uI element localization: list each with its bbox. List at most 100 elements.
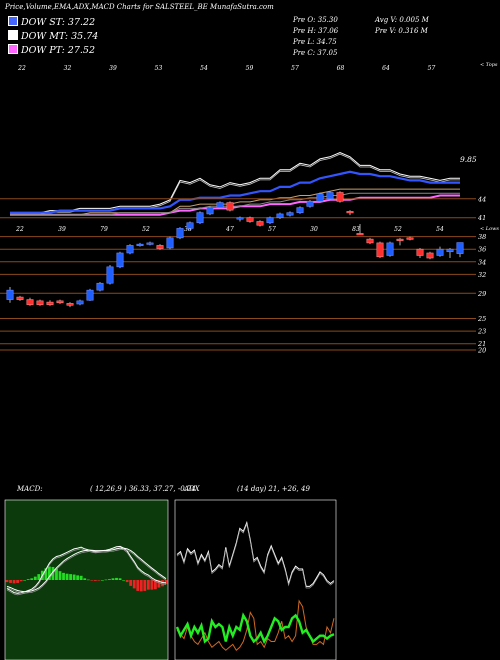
price-candle-body bbox=[416, 248, 424, 256]
price-tick-label: 38 bbox=[478, 233, 486, 241]
macd-signal-line bbox=[6, 547, 167, 593]
price-candle-body bbox=[16, 296, 24, 300]
price-tick-label: 23 bbox=[477, 328, 486, 336]
macd-histogram-bar bbox=[83, 578, 87, 580]
price-candle-body bbox=[106, 266, 114, 284]
price-candle-body bbox=[126, 245, 134, 254]
macd-histogram-bar bbox=[33, 576, 37, 580]
ema-bottom-tick-label: 57 bbox=[268, 226, 276, 233]
macd-histogram-bar bbox=[93, 580, 97, 581]
ema-top-axis-label: < Tops bbox=[480, 62, 498, 68]
stat-pre-volume: Pre V: 0.316 M bbox=[375, 27, 428, 35]
legend-dow-pt: DOW PT: 27.52 bbox=[8, 44, 95, 56]
macd-histogram-bar bbox=[12, 580, 16, 584]
stat-low: Pre L: 34.75 bbox=[293, 38, 337, 46]
price-candle-body bbox=[246, 217, 254, 222]
macd-histogram-bar bbox=[44, 568, 48, 580]
legend-label-pt: DOW PT: 27.52 bbox=[21, 45, 95, 56]
ema-top-tick-label: 53 bbox=[155, 65, 163, 72]
ema-bottom-tick-label: 22 bbox=[15, 226, 24, 233]
price-candle-body bbox=[206, 207, 214, 215]
ema-top-tick-label: 59 bbox=[246, 65, 254, 72]
macd-histogram-bar bbox=[97, 580, 101, 581]
price-candle-body bbox=[76, 300, 84, 305]
macd-histogram-bar bbox=[72, 574, 76, 580]
price-candle-body bbox=[436, 248, 444, 256]
macd-histogram-bar bbox=[19, 580, 23, 582]
price-tick-label: 20 bbox=[477, 347, 486, 355]
ema-bottom-tick-label: 38 bbox=[184, 226, 192, 233]
ema-series-line bbox=[10, 151, 460, 214]
ema-top-tick-label: 57 bbox=[428, 65, 436, 72]
legend-swatch-pt bbox=[8, 44, 18, 54]
price-candle-body bbox=[116, 252, 124, 268]
macd-histogram-bar bbox=[55, 568, 58, 580]
price-candle-body bbox=[36, 300, 44, 305]
ema-top-tick-label: 54 bbox=[200, 65, 208, 72]
price-candle-body bbox=[296, 207, 304, 213]
ema-bottom-tick-label: 52 bbox=[394, 226, 402, 233]
macd-histogram-bar bbox=[48, 566, 51, 580]
price-candle-body bbox=[286, 212, 294, 216]
stat-avg-volume: Avg V: 0.005 M bbox=[375, 16, 429, 24]
legend-label-mt: DOW MT: 35.74 bbox=[21, 31, 99, 42]
price-candle-body bbox=[266, 217, 274, 224]
ema-series-line bbox=[10, 192, 460, 216]
macd-histogram-bar bbox=[16, 580, 19, 583]
ema-bottom-tick-label: 47 bbox=[225, 226, 234, 233]
macd-histogram-bar bbox=[164, 580, 168, 585]
macd-line bbox=[6, 545, 167, 594]
macd-histogram-bar bbox=[118, 578, 122, 580]
ema-bottom-tick-label: 30 bbox=[310, 226, 318, 233]
macd-histogram-bar bbox=[86, 579, 90, 581]
macd-histogram-bar bbox=[30, 578, 34, 580]
legend-swatch-mt bbox=[8, 30, 18, 40]
adx-label: ADX bbox=[184, 485, 200, 493]
macd-histogram-bar bbox=[139, 580, 143, 592]
legend-dow-st: DOW ST: 37.22 bbox=[8, 16, 95, 28]
adx-background bbox=[174, 499, 337, 660]
price-candle-body bbox=[46, 301, 54, 305]
macd-histogram-bar bbox=[125, 580, 129, 583]
price-candle-body bbox=[276, 213, 284, 218]
ema-top-tick-label: 22 bbox=[17, 65, 26, 72]
adx-plus-di-line bbox=[175, 612, 335, 645]
price-candle-body bbox=[366, 238, 374, 244]
price-candle-body bbox=[66, 303, 74, 306]
price-candle-body bbox=[156, 245, 164, 249]
macd-histogram-bar bbox=[129, 580, 133, 586]
price-candle-body bbox=[136, 243, 144, 246]
price-tick-label: 44 bbox=[477, 195, 486, 203]
price-tick-label: 34 bbox=[478, 258, 486, 266]
price-candle-body bbox=[216, 202, 224, 208]
ema-bottom-tick-label: 39 bbox=[58, 226, 66, 233]
macd-histogram-bar bbox=[104, 579, 108, 581]
price-candle-body bbox=[176, 228, 184, 239]
price-candle-body bbox=[56, 300, 64, 304]
price-candle-body bbox=[86, 289, 94, 301]
ema-series-line bbox=[10, 170, 460, 214]
macd-histogram-bar bbox=[146, 580, 150, 590]
price-candle-body bbox=[256, 221, 264, 226]
price-candle-body bbox=[146, 242, 154, 245]
macd-histogram-bar bbox=[108, 579, 111, 580]
macd-histogram-bar bbox=[26, 579, 30, 580]
macd-histogram-bar bbox=[69, 574, 72, 580]
price-tick-label: 36 bbox=[478, 246, 486, 254]
price-candle-body bbox=[406, 237, 414, 240]
price-tick-label: 25 bbox=[477, 315, 486, 323]
macd-histogram-bar bbox=[5, 580, 9, 583]
legend-dow-mt: DOW MT: 35.74 bbox=[8, 30, 98, 42]
macd-histogram-bar bbox=[115, 577, 118, 580]
stat-high: Pre H: 37.06 bbox=[293, 27, 339, 35]
ema-bottom-tick-label: 79 bbox=[100, 226, 108, 233]
price-tick-label: 29 bbox=[477, 290, 486, 298]
price-candle-body bbox=[226, 202, 234, 211]
price-candle-body bbox=[326, 192, 334, 200]
macd-label: MACD: bbox=[17, 485, 43, 493]
price-tick-label: 21 bbox=[477, 340, 486, 348]
macd-histogram-bar bbox=[150, 580, 154, 590]
ema-series-line bbox=[10, 188, 460, 216]
price-candle-body bbox=[396, 238, 404, 241]
